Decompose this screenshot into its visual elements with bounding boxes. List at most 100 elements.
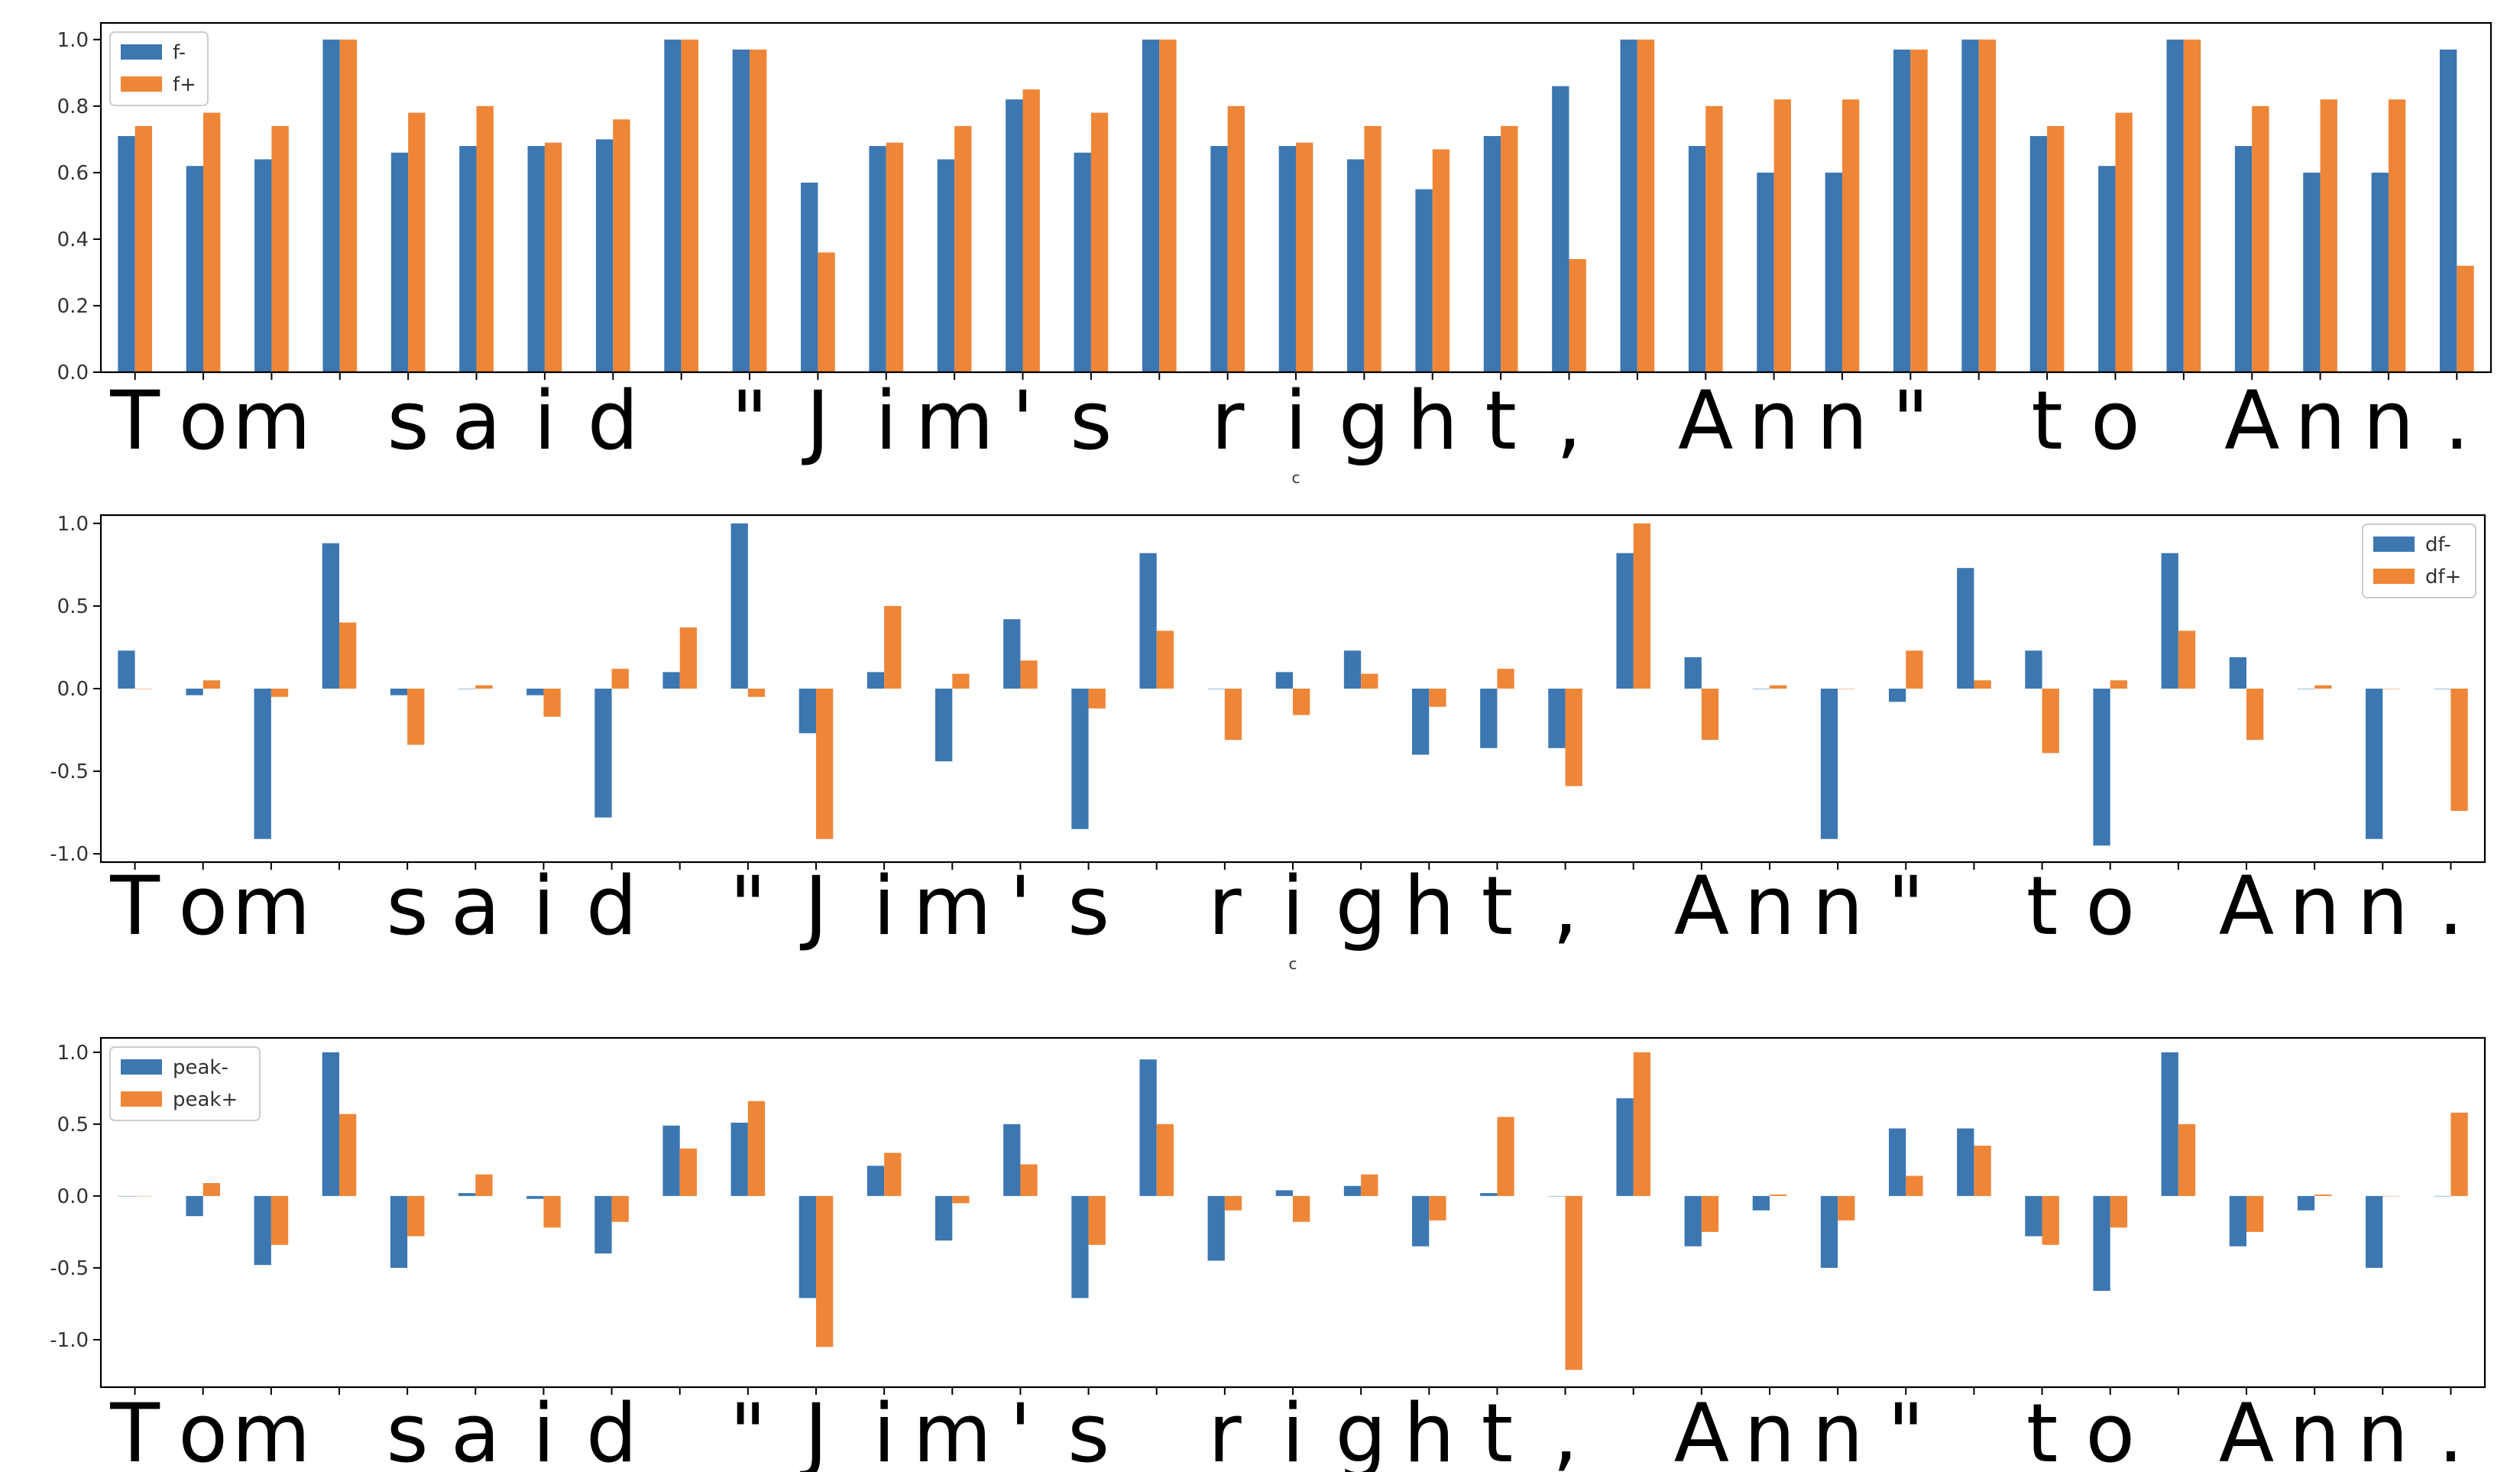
bar-df+-12 <box>952 673 970 689</box>
legend-label: df- <box>2425 533 2451 556</box>
x-tick-label: n <box>2357 1386 2408 1472</box>
y-tick-label: 0.5 <box>57 1114 89 1136</box>
x-tick-label: i <box>533 374 556 468</box>
x-tick-label: . <box>2438 859 2464 953</box>
bar-f+-9 <box>750 49 767 372</box>
bar-f+-8 <box>681 39 698 372</box>
x-tick-label: r <box>1208 859 1242 953</box>
x-tick-label: o <box>2091 374 2140 468</box>
bar-df--22 <box>1616 553 1634 689</box>
bar-f+-23 <box>1705 105 1723 372</box>
x-tick-label: A <box>1674 859 1730 953</box>
bar-df--9 <box>730 523 748 689</box>
x-tick-label: t <box>2026 859 2058 953</box>
y-tick-label: 1.0 <box>57 1042 89 1065</box>
bar-peak+-6 <box>543 1195 561 1228</box>
bar-peak+-27 <box>1974 1146 1991 1196</box>
bar-peak--33 <box>2366 1195 2383 1268</box>
bar-peak--10 <box>798 1195 816 1299</box>
bar-f+-27 <box>1978 39 1997 372</box>
bar-f--7 <box>595 139 614 372</box>
legend: f-f+ <box>109 31 209 106</box>
x-tick-label: n <box>2295 374 2346 468</box>
bar-f--0 <box>118 135 135 373</box>
bar-peak--4 <box>390 1195 408 1268</box>
bar-peak--17 <box>1275 1190 1293 1196</box>
bar-f--25 <box>1825 172 1842 373</box>
y-tick-label: 0.2 <box>57 295 89 318</box>
bar-f--2 <box>254 159 272 372</box>
bar-f+-4 <box>408 112 426 372</box>
x-tick-label: i <box>873 1386 895 1472</box>
bar-peak+-13 <box>1020 1164 1038 1196</box>
bar-peak--0 <box>118 1195 135 1197</box>
x-tick-label: m <box>913 1386 992 1472</box>
bar-df--1 <box>186 689 203 695</box>
bar-f+-32 <box>2320 99 2337 372</box>
bar-peak--8 <box>662 1125 680 1196</box>
bar-peak--2 <box>254 1195 271 1266</box>
x-tick-label: t <box>1485 374 1517 468</box>
bar-peak--24 <box>1752 1195 1770 1211</box>
x-tick-label: n <box>1816 374 1867 468</box>
bar-df--13 <box>1003 619 1021 689</box>
x-tick-label: . <box>2444 374 2470 468</box>
bar-f+-1 <box>203 112 221 372</box>
bar-f--6 <box>527 146 545 373</box>
legend-label: peak+ <box>173 1088 238 1111</box>
legend-swatch <box>121 76 162 92</box>
bar-f+-25 <box>1841 99 1860 372</box>
bar-peak+-2 <box>270 1195 289 1245</box>
x-tick-label: " <box>731 374 769 468</box>
bar-f+-20 <box>1501 125 1518 373</box>
x-tick-label: t <box>1482 859 1514 953</box>
bar-f+-19 <box>1432 149 1450 372</box>
bar-f+-28 <box>2047 125 2065 373</box>
x-tick-label: n <box>2363 374 2414 468</box>
bar-peak+-22 <box>1633 1052 1650 1196</box>
bar-f--1 <box>186 166 204 372</box>
x-tick-label: s <box>1070 374 1112 468</box>
bar-f+-3 <box>339 39 358 372</box>
bar-f+-30 <box>2183 39 2201 372</box>
bar-f--12 <box>937 159 955 372</box>
bar-f+-22 <box>1637 39 1655 372</box>
bar-f+-16 <box>1227 105 1245 372</box>
bar-df+-30 <box>2178 631 2196 689</box>
bar-peak+-25 <box>1838 1195 1855 1221</box>
x-tick-label: n <box>1744 859 1795 953</box>
legend-label: f+ <box>173 73 196 96</box>
x-tick-label: h <box>1404 859 1455 953</box>
bar-peak+-9 <box>747 1101 766 1196</box>
x-tick-label: h <box>1407 374 1458 468</box>
bar-peak+-33 <box>2382 1195 2400 1197</box>
bar-peak--7 <box>594 1195 612 1254</box>
x-tick-label: g <box>1339 374 1390 468</box>
x-tick-label: a <box>451 1386 500 1472</box>
bar-peak+-8 <box>679 1148 697 1196</box>
bar-f+-21 <box>1569 259 1586 372</box>
x-tick-label: , <box>1556 374 1582 468</box>
bar-df--11 <box>866 672 885 689</box>
bar-peak+-26 <box>1906 1175 1923 1196</box>
bar-peak+-30 <box>2178 1123 2196 1196</box>
bar-df+-26 <box>1906 650 1923 689</box>
x-tick-label: i <box>875 374 897 468</box>
x-tick-label: n <box>2289 1386 2340 1472</box>
x-tick-label: i <box>1281 1386 1304 1472</box>
bar-peak+-4 <box>407 1195 425 1237</box>
x-tick-label: m <box>232 374 311 468</box>
y-tick-label: 0.0 <box>57 362 89 384</box>
bar-df+-28 <box>2042 689 2059 754</box>
bar-df--27 <box>1957 568 1974 689</box>
bar-peak+-18 <box>1361 1174 1378 1196</box>
bar-df--25 <box>1820 689 1838 839</box>
bar-df+-3 <box>339 622 357 689</box>
bar-peak+-12 <box>952 1195 970 1204</box>
x-tick-label: " <box>1887 859 1925 953</box>
bar-peak--26 <box>1889 1128 1906 1196</box>
bar-df--20 <box>1480 689 1498 748</box>
x-axis-label: c <box>1292 469 1300 487</box>
bar-peak+-0 <box>134 1195 152 1197</box>
x-tick-label: T <box>109 374 160 468</box>
